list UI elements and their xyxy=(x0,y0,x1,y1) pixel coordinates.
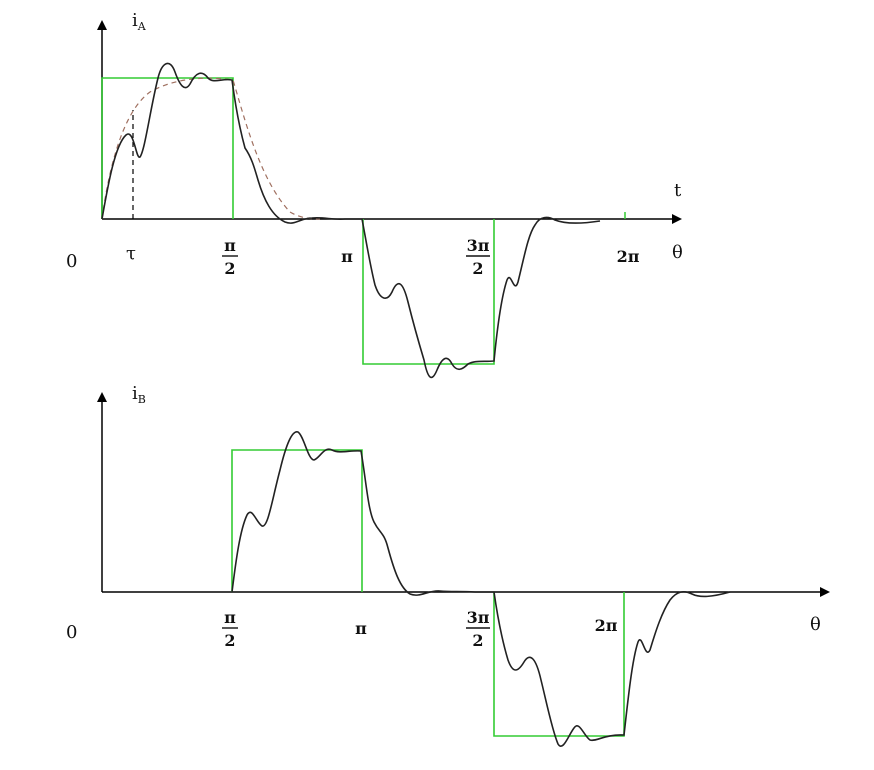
bottom-tick-pi-half: π 2 xyxy=(222,608,238,650)
top-theta-label: θ xyxy=(672,242,683,263)
bottom-actual-current-wave xyxy=(231,431,731,747)
top-origin-label: 0 xyxy=(66,251,77,272)
svg-text:π: π xyxy=(224,608,236,627)
top-ideal-square-wave-negative xyxy=(362,219,495,365)
top-plot: iA t θ 0 τ π 2 π 3π 2 2π xyxy=(66,10,683,379)
top-ideal-square-wave xyxy=(101,77,234,219)
bottom-tick-pi: π xyxy=(355,619,367,638)
bottom-tick-2pi: 2π xyxy=(595,616,618,635)
bottom-y-axis-label: iB xyxy=(132,383,146,406)
svg-text:2: 2 xyxy=(472,631,483,650)
bottom-ideal-square-wave xyxy=(231,449,363,592)
top-tick-pi-half: π 2 xyxy=(222,236,238,278)
svg-text:3π: 3π xyxy=(467,608,490,627)
top-tick-pi: π xyxy=(341,247,353,266)
top-actual-current-wave xyxy=(101,62,601,379)
top-tick-3pi-half: 3π 2 xyxy=(466,236,490,278)
svg-text:2: 2 xyxy=(224,259,235,278)
bottom-theta-label: θ xyxy=(810,614,821,635)
svg-text:2: 2 xyxy=(472,259,483,278)
bottom-ideal-square-wave-negative xyxy=(493,592,625,737)
top-y-axis-label: iA xyxy=(132,10,147,33)
top-dashed-envelope xyxy=(101,77,321,220)
bottom-plot: iB θ 0 π 2 π 3π 2 2π xyxy=(66,383,830,747)
tau-label: τ xyxy=(126,243,136,264)
top-tick-2pi: 2π xyxy=(617,247,640,266)
svg-text:2: 2 xyxy=(224,631,235,650)
top-t-axis-label: t xyxy=(674,180,682,201)
svg-text:π: π xyxy=(224,236,236,255)
svg-text:3π: 3π xyxy=(467,236,490,255)
bottom-tick-3pi-half: 3π 2 xyxy=(466,608,490,650)
bottom-origin-label: 0 xyxy=(66,622,77,643)
